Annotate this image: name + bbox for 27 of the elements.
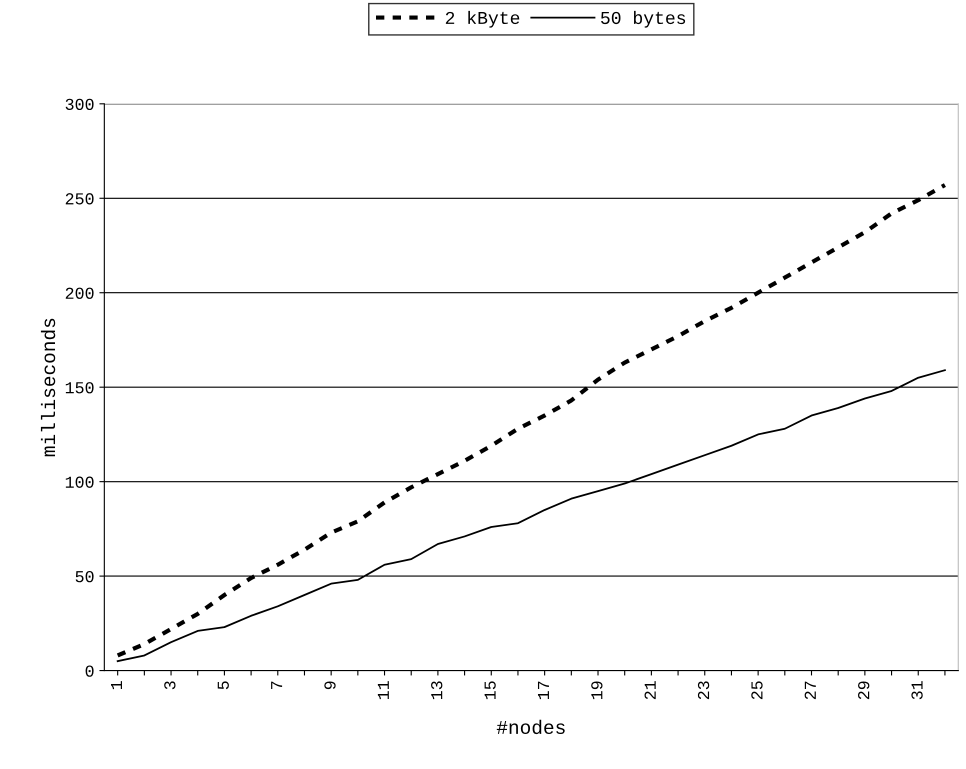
x-tick-label: 7 — [271, 682, 282, 690]
legend-label: 50 bytes — [601, 10, 686, 28]
y-axis-title: milliseconds — [40, 318, 56, 456]
y-tick-label: 250 — [66, 193, 94, 204]
y-tick-label: 150 — [66, 382, 94, 394]
x-tick-label: 23 — [698, 681, 710, 700]
legend-label: 2 kByte — [446, 10, 520, 28]
x-tick-label: 19 — [591, 681, 602, 700]
y-tick-label: 300 — [66, 98, 94, 110]
x-tick-label: 1 — [111, 681, 122, 690]
x-tick-label: 13 — [431, 681, 442, 700]
x-tick-label: 11 — [378, 681, 389, 700]
x-tick-label: 21 — [644, 681, 656, 700]
x-tick-label: 31 — [911, 681, 923, 700]
x-tick-label: 15 — [484, 681, 496, 700]
x-tick-label: 9 — [324, 681, 336, 690]
x-axis-title: #nodes — [496, 720, 565, 734]
x-tick-label: 17 — [538, 682, 549, 700]
x-tick-label: 27 — [804, 682, 816, 700]
x-tick-label: 25 — [751, 681, 763, 700]
y-tick-label: 0 — [86, 665, 94, 677]
x-tick-label: 29 — [858, 681, 870, 700]
y-tick-label: 50 — [76, 571, 94, 582]
x-tick-label: 5 — [218, 681, 229, 690]
x-tick-label: 3 — [164, 681, 176, 690]
y-tick-label: 200 — [66, 288, 94, 299]
y-tick-label: 100 — [66, 476, 94, 488]
